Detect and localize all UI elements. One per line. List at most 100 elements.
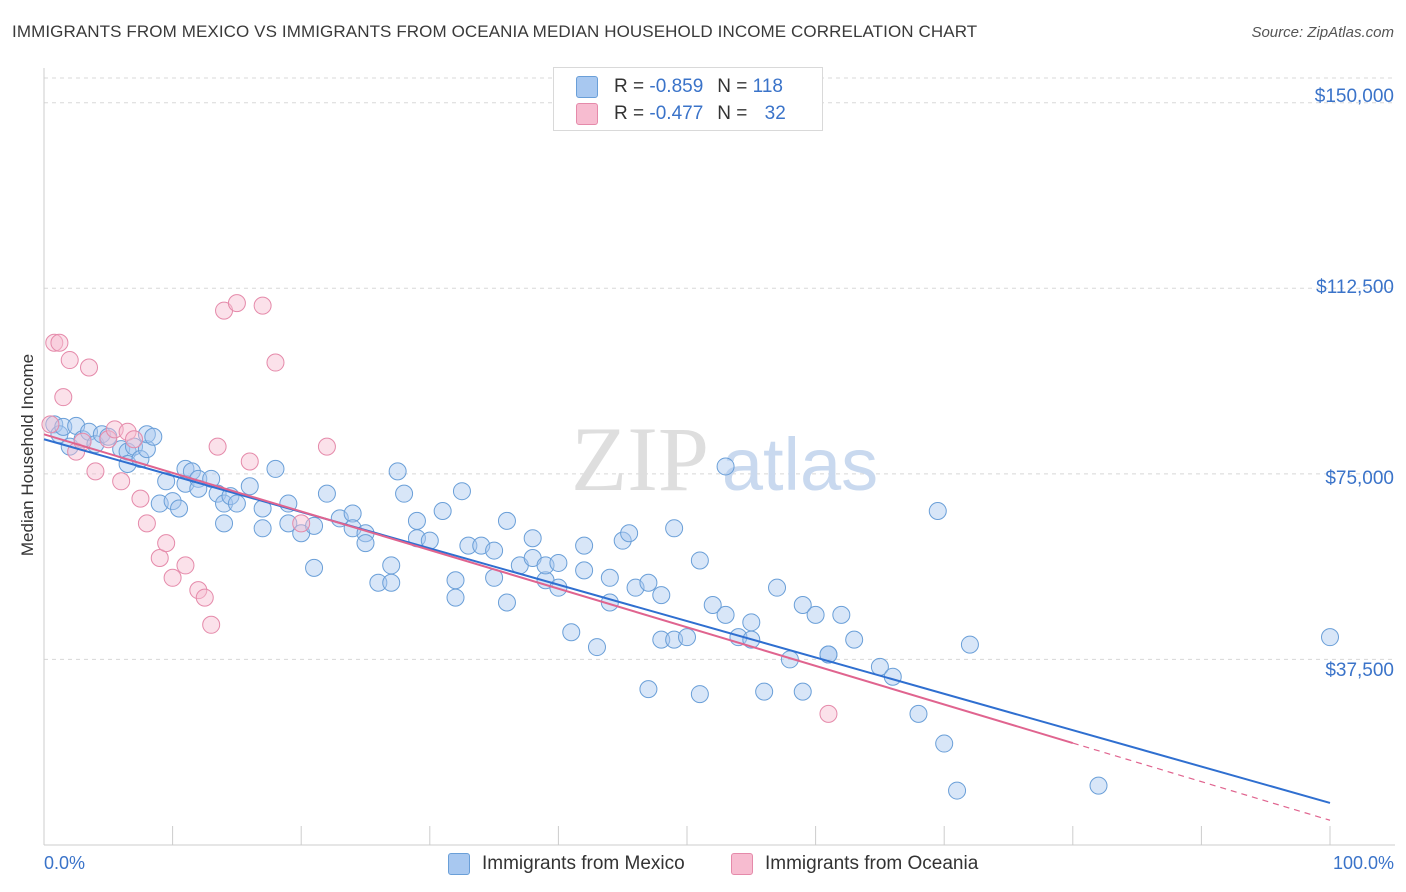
- mexico-point-79: [613, 531, 632, 550]
- oceania-point-12: [118, 422, 137, 441]
- mexico-point-63: [485, 541, 504, 560]
- mexico-point-41: [305, 558, 324, 577]
- mexico-point-104: [819, 645, 838, 664]
- y-tick-37500: $37,500: [1325, 660, 1394, 681]
- mexico-point-95: [742, 613, 761, 632]
- mexico-point-93: [716, 457, 735, 476]
- y-axis-label: Median Household Income: [18, 353, 37, 557]
- bottom-legend-swatch-mexico: [448, 853, 470, 875]
- mexico-point-113: [960, 635, 979, 654]
- oceania-trend-line: [43, 433, 1074, 745]
- oceania-trend-extension: [1072, 742, 1331, 821]
- legend-r-label: R =: [614, 103, 645, 124]
- watermark-zip: ZIP: [571, 408, 709, 510]
- oceania-point-9: [99, 430, 118, 449]
- oceania-point-14: [131, 489, 150, 508]
- mexico-point-21: [170, 499, 189, 518]
- oceania-point-28: [266, 353, 285, 372]
- grid-lines: [44, 77, 1395, 660]
- mexico-point-47: [356, 534, 375, 553]
- oceania-point-2: [50, 333, 69, 352]
- oceania-point-4: [60, 351, 79, 370]
- mexico-point-42: [317, 484, 336, 503]
- oceania-point-8: [86, 462, 105, 481]
- mexico-point-54: [407, 511, 426, 530]
- series-mexico-points: [45, 415, 1339, 800]
- oceania-point-3: [54, 388, 73, 407]
- mexico-point-83: [639, 680, 658, 699]
- mexico-point-64: [497, 593, 516, 612]
- oceania-point-20: [189, 581, 208, 600]
- zipatlas-watermark: ZIP atlas: [571, 408, 878, 510]
- mexico-point-88: [678, 628, 696, 647]
- mexico-point-100: [793, 682, 812, 701]
- mexico-point-24: [182, 462, 201, 481]
- oceania-point-25: [227, 294, 246, 313]
- trend-lines: [43, 433, 1331, 821]
- chart-title: IMMIGRANTS FROM MEXICO VS IMMIGRANTS FRO…: [12, 22, 978, 41]
- legend-row-oceania: R = -0.477 N = 32: [576, 101, 786, 127]
- mexico-point-86: [665, 519, 684, 538]
- mexico-point-111: [935, 734, 954, 753]
- mexico-point-90: [690, 685, 709, 704]
- mexico-point-102: [806, 605, 825, 624]
- legend-r-value-mexico: -0.859: [649, 76, 704, 97]
- mexico-point-74: [575, 536, 594, 555]
- mexico-point-56: [433, 501, 452, 520]
- oceania-point-30: [317, 437, 336, 456]
- mexico-point-92: [716, 605, 735, 624]
- mexico-point-110: [928, 501, 947, 520]
- axes: [43, 68, 1395, 846]
- oceania-point-22: [202, 615, 221, 634]
- mexico-point-60: [459, 536, 478, 555]
- mexico-point-17: [144, 427, 163, 446]
- series-oceania-points: [41, 294, 838, 723]
- oceania-point-21: [195, 588, 214, 607]
- mexico-point-75: [575, 561, 594, 580]
- oceania-point-18: [163, 568, 182, 587]
- mexico-point-58: [446, 571, 465, 590]
- legend-row-mexico: R = -0.859 N = 118: [576, 74, 783, 100]
- bottom-legend-label-oceania: Immigrants from Oceania: [765, 853, 979, 874]
- mexico-point-101: [793, 596, 812, 615]
- oceania-point-29: [292, 514, 311, 533]
- y-tick-75000: $75,000: [1325, 468, 1394, 489]
- bottom-legend-swatch-oceania: [731, 853, 753, 875]
- oceania-point-17: [157, 534, 176, 553]
- oceania-point-7: [80, 358, 99, 377]
- oceania-point-27: [253, 296, 272, 315]
- mexico-point-67: [523, 529, 542, 548]
- mexico-point-50: [382, 556, 401, 575]
- legend-n-value-oceania: 32: [764, 103, 786, 124]
- mexico-point-82: [639, 573, 658, 592]
- mexico-point-65: [497, 511, 516, 530]
- mexico-point-52: [395, 484, 414, 503]
- oceania-point-19: [176, 556, 195, 575]
- mexico-point-35: [253, 519, 272, 538]
- oceania-point-26: [240, 452, 259, 471]
- mexico-point-29: [215, 494, 234, 513]
- oceania-point-1: [45, 333, 64, 352]
- bottom-legend-oceania: Immigrants from Oceania: [731, 852, 978, 876]
- legend-r-label: R =: [614, 76, 645, 97]
- mexico-point-114: [1089, 776, 1108, 795]
- legend-n-value-mexico: 118: [752, 76, 783, 97]
- mexico-point-20: [163, 492, 182, 511]
- y-tick-112500: $112,500: [1316, 277, 1394, 298]
- oceania-point-16: [150, 548, 169, 567]
- oceania-point-13: [125, 430, 144, 449]
- mexico-point-44: [343, 504, 362, 523]
- x-tick-max: 100.0%: [1332, 853, 1394, 873]
- mexico-point-78: [600, 568, 619, 587]
- mexico-point-51: [388, 462, 407, 481]
- legend-swatch-oceania: [576, 103, 598, 125]
- mexico-point-109: [909, 704, 928, 723]
- mexico-point-84: [652, 586, 671, 605]
- mexico-point-115: [1321, 628, 1339, 647]
- mexico-point-30: [215, 514, 234, 533]
- mexico-point-36: [266, 459, 285, 478]
- mexico-point-57: [446, 588, 465, 607]
- mexico-point-112: [948, 781, 967, 800]
- stats-legend: R = -0.859 N = 118 R = -0.477 N = 32: [553, 67, 823, 131]
